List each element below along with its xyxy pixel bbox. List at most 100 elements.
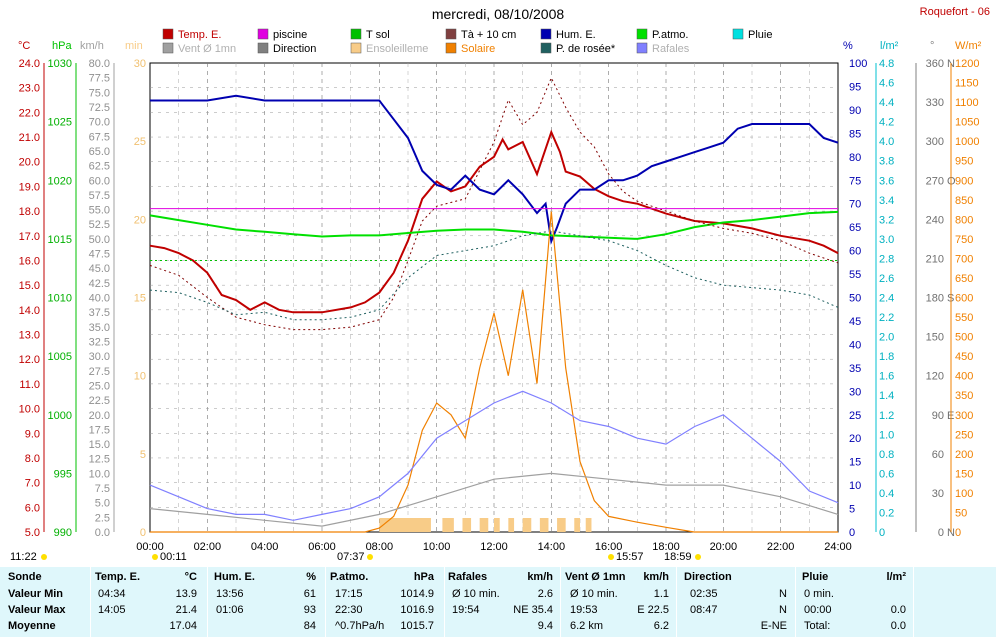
stats-cell: E 22.5 [637,604,669,616]
solaire-tick-label: 800 [955,214,973,226]
stats-header-cell: % [306,571,316,583]
vent-tick-label: 55.0 [89,205,110,217]
ensoleillement-tick-label: 30 [134,58,146,70]
ensoleillement-tick-label: 15 [134,293,146,305]
vent-tick-label: 30.0 [89,351,110,363]
sun-icon [41,554,47,560]
pluie-tick-label: 3.4 [879,195,894,207]
ensoleillement-bar [479,518,489,532]
stats-table: Sonde Temp. E. °C Hum. E.% P.atmo. hPa Rafales… [0,567,996,637]
vent-tick-label: 20.0 [89,410,110,422]
stats-cell: 13.9 [175,588,197,600]
temp-tick-label: 5.0 [25,527,40,539]
stats-cell: 61 [303,588,316,600]
legend-swatch [540,28,552,40]
vent-tick-label: 5.0 [95,498,110,510]
legend-swatch [257,42,269,54]
patmo-tick-label: 1030 [48,58,72,70]
hum-tick-label: 0 [849,527,855,539]
hum-tick-label: 85 [849,128,861,140]
axis-unit: km/h [80,40,104,52]
stats-cell: 9.4 [537,620,553,632]
moonset-time: 15:57 [616,551,644,563]
series-line-rafales [149,390,839,521]
legend-label: Vent Ø 1mn [178,43,236,55]
stats-divider [913,567,914,637]
stats-header-cell: Vent Ø 1mn [565,571,626,583]
legend-label: Hum. E. [556,29,596,41]
vent-tick-label: 37.5 [89,307,110,319]
stats-cell: Total: [804,620,831,632]
hum-tick-label: 35 [849,363,861,375]
axis-unit: °C [18,40,30,52]
solaire-tick-label: 1200 [955,58,979,70]
solaire-tick-label: 300 [955,410,973,422]
solaire-tick-label: 1050 [955,117,979,129]
vent-tick-label: 27.5 [89,366,110,378]
stats-cell: 93 [303,604,316,616]
stats-cell: NE 35.4 [513,604,553,616]
stats-cell: 08:47 [690,604,718,616]
direction-tick-label: 120 [926,371,944,383]
solaire-tick-label: 700 [955,253,973,265]
patmo-tick-label: 1010 [48,293,72,305]
vent-tick-label: 15.0 [89,439,110,451]
legend-swatch [162,42,174,54]
pluie-tick-label: 3.8 [879,156,894,168]
hum-tick-label: 5 [849,504,855,516]
solaire-tick-label: 900 [955,175,973,187]
stats-cell: 02:35 [690,588,718,600]
stats-header-cell: l/m² [886,571,906,583]
solaire-tick-label: 100 [955,488,973,500]
stats-cell: 21.4 [175,604,197,616]
solaire-tick-label: 1100 [955,97,979,109]
direction-tick-label: 330 [926,97,944,109]
stats-divider [207,567,208,637]
direction-tick-label: 150 [926,332,944,344]
axis-unit: ° [930,40,934,52]
legend-label: P. de rosée* [556,43,616,55]
legend-swatch [445,42,457,54]
direction-tick-label: 270 [926,175,944,187]
stats-header-cell: Pluie [802,571,829,583]
temp-tick-label: 6.0 [25,502,40,514]
legend-swatch [445,28,457,40]
stats-cell: 0.0 [890,604,906,616]
stats-cell: 01:06 [216,604,244,616]
hum-tick-label: 70 [849,199,861,211]
vent-tick-label: 65.0 [89,146,110,158]
pluie-tick-label: 1.2 [879,410,894,422]
x-tick-label: 18:00 [652,541,680,553]
stats-cell: 6.2 km [570,620,604,632]
axis-unit: % [843,40,853,52]
ensoleillement-bar [379,518,431,532]
hum-tick-label: 55 [849,269,861,281]
stats-cell: 19:54 [452,604,480,616]
vent-tick-label: 80.0 [89,58,110,70]
station-name: Roquefort - 06 [919,6,990,18]
pluie-tick-label: 4.8 [879,58,894,70]
vent-tick-label: 72.5 [89,102,110,114]
stats-cell: 13:56 [216,588,244,600]
ensoleillement-tick-label: 10 [134,371,146,383]
legend-swatch [636,28,648,40]
moonrise-time: 00:11 [160,551,187,563]
pluie-tick-label: 3.2 [879,214,894,226]
solaire-tick-label: 1000 [955,136,979,148]
sunset-time: 18:59 [664,551,692,563]
ensoleillement-bar [508,518,515,532]
temp-tick-label: 12.0 [19,354,40,366]
direction-tick-label: 60 [932,449,944,461]
ensoleillement-bar [539,518,549,532]
legend-label: Tà + 10 cm [461,29,516,41]
stats-cell: 17.04 [169,620,197,632]
pluie-tick-label: 4.0 [879,136,894,148]
legend-label: Temp. E. [178,29,221,41]
temp-tick-label: 22.0 [19,107,40,119]
pluie-tick-label: 1.8 [879,351,894,363]
stats-cell: 22:30 [335,604,363,616]
stats-cell: 1016.9 [400,604,434,616]
temp-tick-label: 9.0 [25,428,40,440]
vent-tick-label: 77.5 [89,73,110,85]
stats-cell: 14:05 [98,604,126,616]
